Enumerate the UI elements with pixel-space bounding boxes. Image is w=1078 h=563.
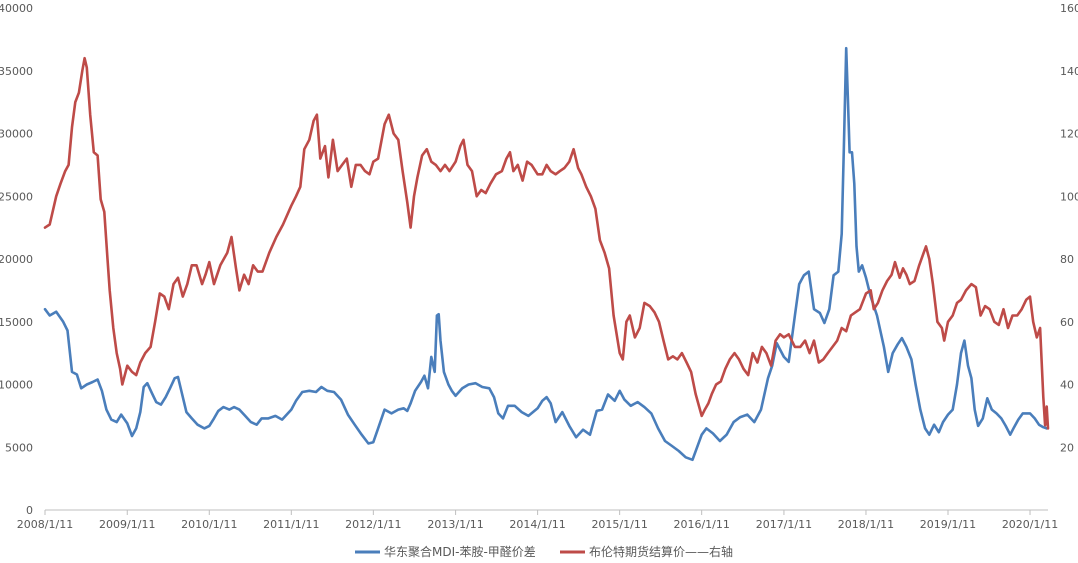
x-tick-label: 2020/1/11 [1002, 518, 1058, 531]
y-left-tick-label: 10000 [0, 379, 33, 392]
x-tick-label: 2017/1/11 [756, 518, 812, 531]
y-left-tick-label: 30000 [0, 128, 33, 141]
x-tick-label: 2008/1/11 [17, 518, 73, 531]
y-left-tick-label: 40000 [0, 2, 33, 15]
x-tick-label: 2016/1/11 [673, 518, 729, 531]
y-axis-right-labels: 20 40 60 80 100 120 140 160 [1060, 2, 1078, 454]
x-axis: 2008/1/11 2009/1/11 2010/1/11 2011/1/11 2012… [17, 509, 1058, 531]
x-tick-label: 2012/1/11 [345, 518, 401, 531]
legend-label-brent: 布伦特期货结算价——右轴 [589, 544, 733, 559]
y-right-tick-label: 160 [1060, 2, 1078, 15]
y-left-tick-label: 5000 [5, 441, 33, 454]
y-right-tick-label: 120 [1060, 128, 1078, 141]
y-left-tick-label: 25000 [0, 190, 33, 203]
legend: 华东聚合MDI-苯胺-甲醛价差 布伦特期货结算价——右轴 [355, 544, 733, 559]
x-tick-label: 2015/1/11 [591, 518, 647, 531]
x-tick-label: 2019/1/11 [920, 518, 976, 531]
y-right-tick-label: 40 [1060, 379, 1074, 392]
x-tick-label: 2011/1/11 [263, 518, 319, 531]
y-left-tick-label: 35000 [0, 65, 33, 78]
y-left-tick-label: 15000 [0, 316, 33, 329]
y-left-tick-label: 20000 [0, 253, 33, 266]
legend-label-mdi-spread: 华东聚合MDI-苯胺-甲醛价差 [384, 544, 536, 559]
y-right-tick-label: 20 [1060, 441, 1074, 454]
x-tick-label: 2013/1/11 [427, 518, 483, 531]
series-lines [43, 46, 1050, 462]
series-line-0 [43, 46, 1048, 462]
series-line-1 [43, 56, 1050, 430]
y-axis-left-labels: 0 5000 10000 15000 20000 25000 30000 35000 40000 [0, 2, 33, 517]
y-left-tick-label: 0 [26, 504, 33, 517]
y-right-tick-label: 60 [1060, 316, 1074, 329]
x-tick-label: 2018/1/11 [838, 518, 894, 531]
y-right-tick-label: 100 [1060, 190, 1078, 203]
y-right-tick-label: 140 [1060, 65, 1078, 78]
y-right-tick-label: 80 [1060, 253, 1074, 266]
x-tick-label: 2009/1/11 [99, 518, 155, 531]
x-tick-label: 2010/1/11 [181, 518, 237, 531]
x-tick-label: 2014/1/11 [509, 518, 565, 531]
